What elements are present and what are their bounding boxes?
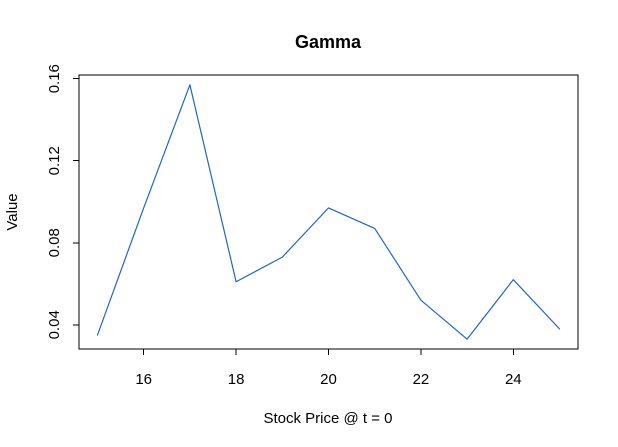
y-tick-label: 0.08 [46,228,63,257]
y-tick-label: 0.16 [46,64,63,93]
y-tick-label: 0.04 [46,310,63,339]
x-axis-label: Stock Price @ t = 0 [263,410,392,427]
x-axis: 16 18 20 22 24 [135,348,522,388]
x-tick-label: 24 [505,371,522,388]
y-tick-label: 0.12 [46,146,63,175]
y-axis: 0.04 0.08 0.12 0.16 [46,64,80,339]
y-axis-label: Value [4,193,21,230]
x-tick-label: 20 [320,371,337,388]
chart-title: Gamma [295,32,362,52]
x-tick-label: 18 [228,371,245,388]
x-tick-label: 16 [135,371,152,388]
x-tick-label: 22 [413,371,430,388]
series-layer [96,84,561,340]
